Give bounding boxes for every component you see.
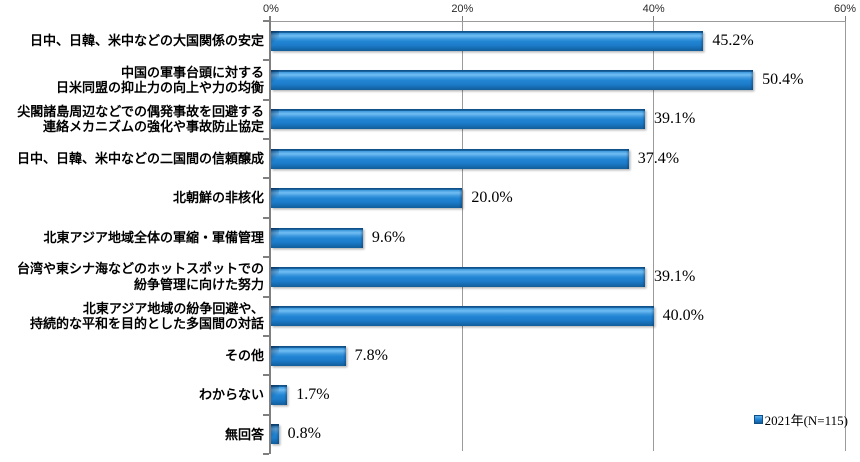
x-tick-label: 40%: [642, 3, 665, 15]
value-label: 1.7%: [296, 385, 330, 403]
bar-4: [271, 148, 629, 169]
category-label-line: 持続的な平和を目的とした多国間の対話: [29, 316, 264, 332]
category-label: 北東アジア地域の紛争回避や、 持続的な平和を目的とした多国間の対話: [0, 297, 264, 336]
bar-8: [271, 306, 654, 327]
category-axis-tick: [263, 453, 269, 455]
value-label: 39.1%: [654, 110, 696, 128]
category-axis-tick: [263, 20, 269, 22]
bar-5: [271, 188, 463, 209]
axis-tick: [461, 16, 463, 21]
legend: 2021年(N=115): [753, 410, 848, 428]
bar-10: [271, 384, 288, 405]
category-label: 日中、日韓、米中などの大国関係の安定: [0, 21, 264, 60]
plot-top-border: [271, 21, 845, 22]
bar-7: [271, 266, 646, 287]
category-axis-tick: [263, 138, 269, 141]
value-label: 50.4%: [762, 71, 804, 89]
category-label-line: 台湾や東シナ海などのホットスポットでの: [16, 261, 264, 277]
category-label-line: 日中、日韓、米中などの二国間の信頼醸成: [16, 151, 264, 166]
category-label: わからない: [0, 375, 264, 414]
bar-3: [271, 109, 646, 130]
value-label: 45.2%: [712, 31, 754, 49]
category-label-line: 連絡メカニズムの強化や事故防止協定: [42, 119, 264, 135]
value-label: 9.6%: [371, 228, 406, 246]
category-axis-tick: [263, 374, 269, 377]
category-label-line: その他: [224, 347, 264, 363]
value-label: 40.0%: [662, 307, 704, 325]
category-axis-tick: [263, 216, 269, 219]
legend-swatch-icon: [753, 414, 763, 424]
value-label: 7.8%: [354, 346, 388, 364]
category-label: 中国の軍事台頭に対する 日米同盟の抑止力の向上や力の均衡: [0, 60, 264, 99]
category-label: 台湾や東シナ海などのホットスポットでの 紛争管理に向けた努力: [0, 257, 264, 296]
legend-label: 2021年(N=115): [764, 412, 848, 428]
value-label: 0.8%: [287, 425, 321, 443]
x-tick-label: 0%: [263, 3, 279, 15]
value-label: 39.1%: [654, 267, 696, 285]
category-label-line: わからない: [198, 387, 264, 403]
axis-tick: [653, 16, 655, 21]
category-label-line: 北東アジア地域全体の軍縮・軍備管理: [43, 229, 264, 245]
x-tick-label: 20%: [451, 3, 474, 15]
gridline: [844, 21, 846, 451]
category-label-line: 日米同盟の抑止力の向上や力の均衡: [55, 80, 264, 96]
bar-6: [271, 227, 363, 248]
category-axis-tick: [263, 177, 269, 180]
category-label-line: 無回答: [224, 426, 264, 442]
value-label: 37.4%: [637, 149, 680, 167]
category-label-line: 紛争管理に向けた努力: [133, 276, 264, 292]
category-axis-tick: [263, 295, 269, 298]
bar-2: [271, 70, 754, 91]
gridline: [653, 21, 655, 451]
category-label-line: 北東アジア地域の紛争回避や、: [82, 300, 264, 316]
category-label-line: 日中、日韓、米中などの大国関係の安定: [29, 32, 264, 48]
category-label: 尖閣諸島周辺などでの偶発事故を回避する 連絡メカニズムの強化や事故防止協定: [0, 100, 264, 139]
category-axis-tick: [263, 413, 269, 416]
axis-tick: [844, 16, 846, 21]
x-tick-label: 60%: [833, 3, 857, 15]
category-label: 北東アジア地域全体の軍縮・軍備管理: [0, 218, 264, 257]
category-label: 北朝鮮の非核化: [0, 178, 264, 217]
category-label-line: 尖閣諸島周辺などでの偶発事故を回避する: [17, 103, 264, 119]
category-label: 日中、日韓、米中などの二国間の信頼醸成: [0, 139, 264, 178]
value-label: 20.0%: [471, 189, 513, 207]
category-label: その他: [0, 336, 264, 375]
bar-1: [271, 30, 704, 51]
category-label-line: 北朝鮮の非核化: [172, 190, 264, 206]
category-axis-tick: [263, 98, 269, 101]
category-label-line: 中国の軍事台頭に対する: [120, 64, 264, 80]
bar-11: [271, 424, 279, 445]
category-axis-tick: [263, 59, 269, 62]
category-axis: [269, 16, 271, 454]
category-label: 無回答: [0, 415, 264, 454]
gridline: [461, 21, 463, 451]
category-axis-tick: [263, 334, 269, 337]
bar-9: [271, 345, 346, 366]
category-axis-tick: [263, 256, 269, 259]
